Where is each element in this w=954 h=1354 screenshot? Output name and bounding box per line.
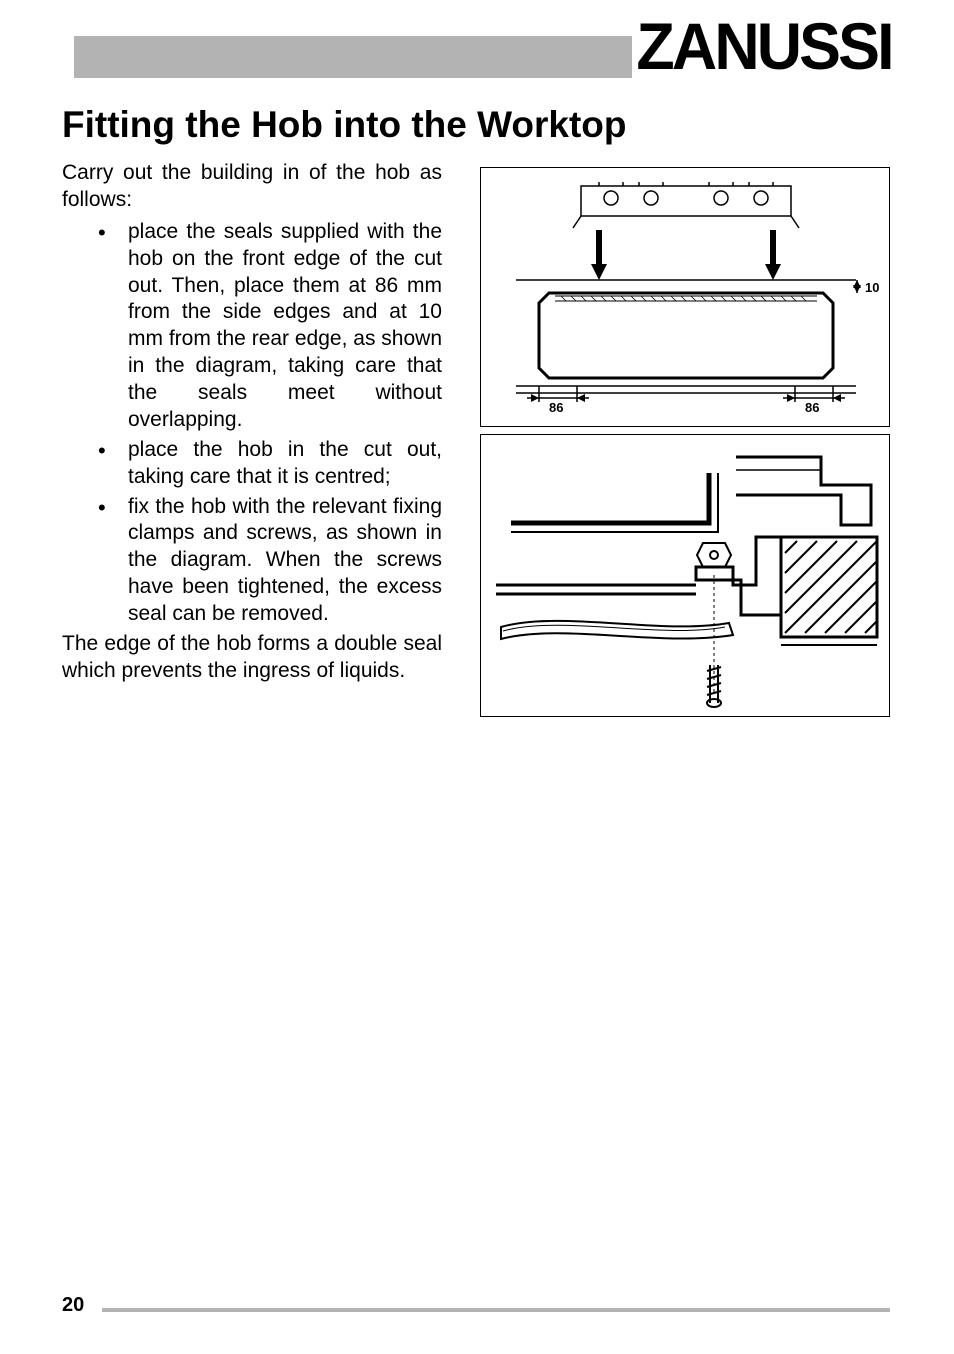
list-item: place the hob in the cut out, taking car… bbox=[128, 437, 442, 491]
instructions-list: place the seals supplied with the hob on… bbox=[62, 219, 442, 628]
footer-rule bbox=[102, 1308, 890, 1312]
brand-logo: ZANUSSI bbox=[637, 8, 892, 84]
page-title: Fitting the Hob into the Worktop bbox=[62, 104, 627, 146]
outro-paragraph: The edge of the hob forms a double seal … bbox=[62, 631, 442, 685]
list-item: place the seals supplied with the hob on… bbox=[128, 219, 442, 434]
list-item: fix the hob with the relevant fixing cla… bbox=[128, 494, 442, 628]
header-gray-band bbox=[74, 36, 632, 78]
diagram-hob-top-view: 10 86 86 bbox=[480, 167, 890, 427]
dim-side-right-label: 86 bbox=[805, 400, 819, 415]
dim-rear-label: 10 bbox=[865, 280, 879, 295]
diagram-clamp-cross-section bbox=[480, 434, 890, 717]
page-number: 20 bbox=[62, 1294, 84, 1317]
intro-paragraph: Carry out the building in of the hob as … bbox=[62, 160, 442, 214]
body-text-column: Carry out the building in of the hob as … bbox=[62, 160, 442, 685]
dim-side-left-label: 86 bbox=[549, 400, 563, 415]
